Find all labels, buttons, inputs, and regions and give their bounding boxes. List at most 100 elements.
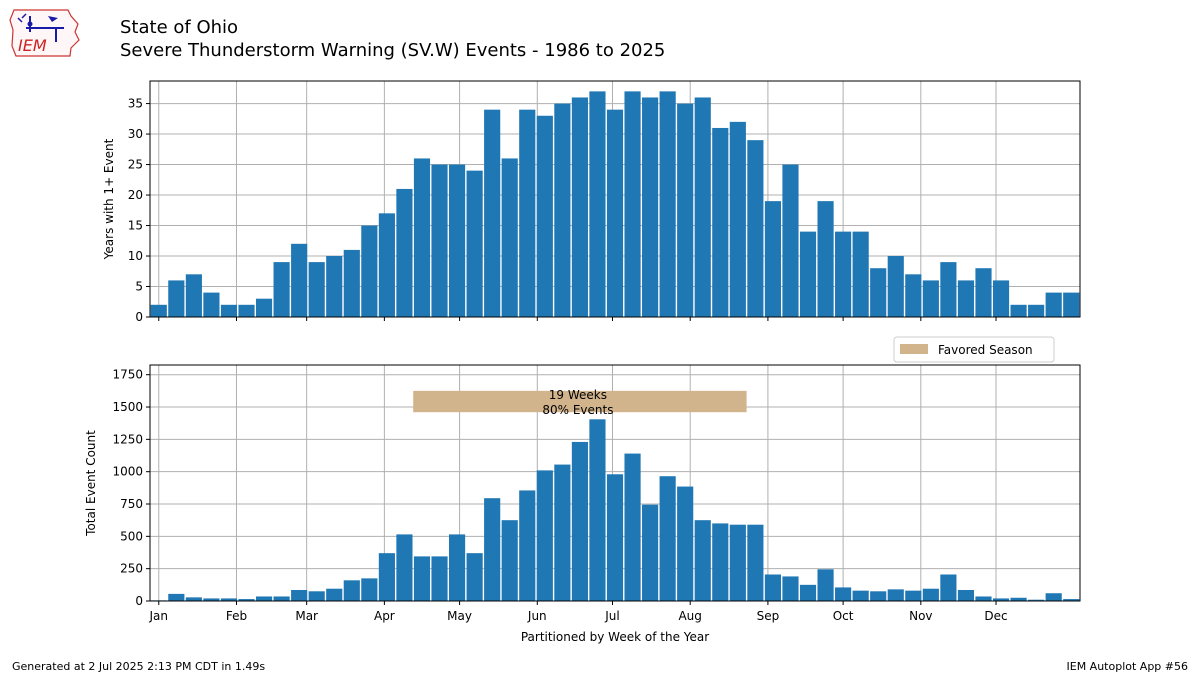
bar [255, 298, 273, 317]
years-bars [150, 91, 1080, 317]
bar [466, 170, 483, 317]
season-label-weeks: 19 Weeks [549, 388, 607, 402]
bar [501, 158, 518, 317]
bar [747, 140, 764, 317]
bar [887, 256, 904, 317]
years-y-axis-label: Years with 1+ Event [102, 138, 116, 260]
y-tick-label: 1750 [112, 368, 143, 382]
bar [484, 498, 501, 601]
bar [747, 524, 764, 601]
years-y-ticks: 0 5 10 15 20 25 30 35 [128, 97, 150, 324]
bar [396, 534, 413, 601]
generated-timestamp: Generated at 2 Jul 2025 2:13 PM CDT in 1… [12, 660, 266, 673]
bar [729, 524, 746, 601]
iowa-outline-shape [9, 9, 80, 57]
bar [677, 486, 694, 601]
bar [168, 280, 185, 317]
bar [273, 262, 290, 317]
bar [185, 274, 202, 317]
bar [466, 553, 483, 601]
bar [659, 91, 676, 317]
bar [326, 588, 343, 601]
x-tick-label: May [447, 609, 472, 623]
y-tick-label: 1000 [112, 465, 143, 479]
bar [255, 596, 273, 601]
bar [238, 304, 255, 317]
x-tick-label: Dec [984, 609, 1007, 623]
bar [501, 520, 518, 601]
bar [870, 591, 887, 601]
chart-title-line2: Severe Thunderstorm Warning (SV.W) Event… [120, 40, 666, 61]
bar [975, 268, 992, 317]
bar [1063, 292, 1080, 317]
bar [413, 158, 431, 317]
y-tick-label: 1250 [112, 432, 143, 446]
x-tick-label: Nov [909, 609, 932, 623]
y-tick-label: 750 [120, 497, 143, 511]
years-axes-frame [149, 80, 1081, 318]
bar [571, 441, 588, 601]
bar [694, 520, 711, 601]
bar [589, 91, 606, 317]
y-tick-label: 10 [128, 249, 143, 263]
season-label-percent: 80% Events [542, 403, 613, 417]
x-tick-label: Jun [527, 609, 547, 623]
legend-box [893, 336, 1055, 363]
bar [624, 91, 641, 317]
bar [484, 109, 501, 317]
bar [782, 164, 799, 317]
bar [659, 476, 676, 601]
iem-logo: IEM [8, 6, 82, 60]
bar [817, 569, 834, 601]
y-tick-label: 20 [128, 188, 143, 202]
bar [589, 419, 606, 601]
legend: Favored Season [893, 336, 1055, 363]
bar [624, 453, 641, 601]
bar [852, 231, 869, 317]
bar [449, 164, 466, 317]
bar [238, 599, 255, 601]
y-tick-label: 1500 [112, 400, 143, 414]
years-x-ticks [158, 317, 997, 321]
y-tick-label: 5 [135, 280, 143, 294]
bar [870, 268, 887, 317]
events-y-axis-label: Total Event Count [84, 430, 98, 537]
bar [887, 589, 904, 601]
legend-label: Favored Season [938, 343, 1033, 357]
bar [536, 470, 553, 601]
bar [343, 580, 360, 601]
bar [168, 593, 185, 601]
bar [519, 109, 536, 317]
bar [431, 556, 448, 601]
bar [782, 576, 799, 601]
iem-logo-graphic: IEM [9, 9, 80, 57]
bar [308, 591, 325, 601]
bar [712, 127, 729, 317]
bar [975, 596, 992, 601]
bar [905, 590, 922, 601]
bar [343, 249, 360, 317]
bar [799, 584, 817, 601]
bar [835, 231, 852, 317]
bar [642, 504, 659, 601]
bar [992, 280, 1010, 317]
bar [378, 213, 395, 317]
bar [291, 243, 308, 317]
bar [554, 464, 571, 601]
bar [536, 115, 553, 317]
bar [326, 256, 343, 317]
y-tick-label: 25 [128, 158, 143, 172]
bar [957, 280, 975, 317]
bar [1010, 597, 1027, 601]
bar [150, 304, 167, 317]
autoplot-app-id: IEM Autoplot App #56 [1066, 660, 1189, 673]
bar [361, 225, 378, 317]
x-tick-label: Jan [149, 609, 169, 623]
chart-title-line1: State of Ohio [120, 17, 239, 38]
bar [922, 280, 939, 317]
x-tick-label: Feb [226, 609, 247, 623]
x-tick-label: Oct [833, 609, 854, 623]
bar [203, 292, 220, 317]
x-tick-label: Apr [374, 609, 395, 623]
